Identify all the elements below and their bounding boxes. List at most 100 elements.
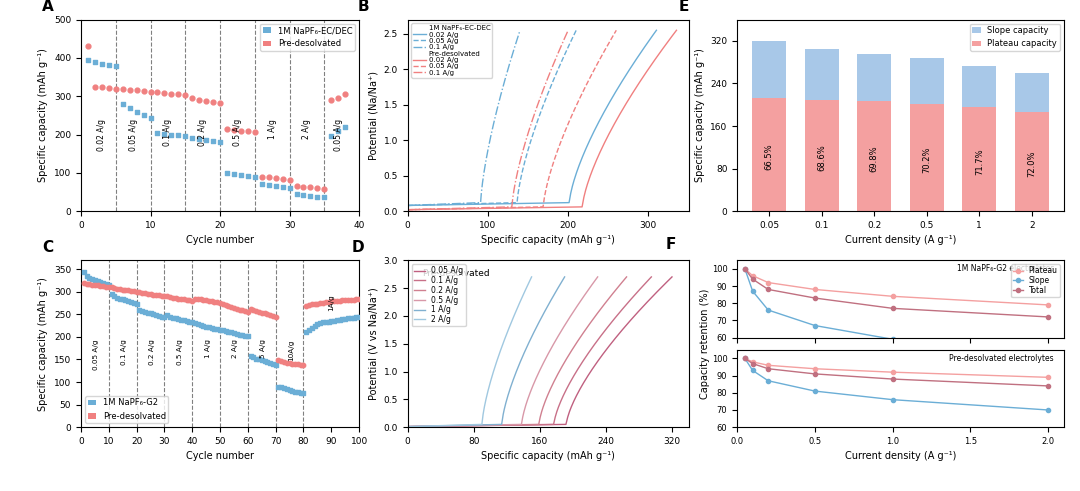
Text: 0.2 A/g: 0.2 A/g — [198, 119, 207, 146]
Point — [178, 296, 195, 304]
Point — [173, 316, 190, 324]
0.2 A/g — [402, 424, 415, 430]
Point — [274, 184, 292, 191]
Point — [170, 90, 187, 98]
Point — [232, 127, 249, 135]
Point — [289, 360, 307, 368]
Point — [334, 297, 351, 304]
Point — [247, 355, 265, 362]
Point — [106, 293, 123, 300]
Point — [348, 296, 365, 303]
Point — [167, 314, 185, 322]
Point — [184, 135, 201, 142]
Line: 0.5 A/g: 0.5 A/g — [408, 277, 597, 427]
Point — [89, 281, 106, 289]
Point — [148, 291, 165, 299]
Point — [318, 318, 335, 326]
Point — [329, 94, 347, 102]
1 A/g — [402, 424, 415, 430]
Point — [76, 268, 93, 275]
Point — [337, 315, 354, 323]
1 A/g — [495, 421, 508, 427]
0.05 A/g — [640, 299, 653, 305]
Bar — [805, 100, 839, 211]
Point — [320, 318, 337, 326]
Point — [83, 275, 100, 283]
Point — [111, 295, 129, 302]
Point — [198, 297, 215, 304]
Point — [180, 318, 198, 326]
0.5 A/g — [562, 318, 575, 324]
Point — [187, 295, 204, 302]
Point — [342, 296, 360, 304]
Point — [222, 303, 240, 311]
Point — [184, 319, 201, 327]
Text: 0.05 A/g: 0.05 A/g — [129, 119, 137, 151]
Point — [114, 296, 132, 303]
Point — [303, 324, 321, 332]
Point — [189, 295, 206, 303]
Point — [323, 298, 340, 305]
Point — [311, 299, 328, 307]
2 A/g — [477, 409, 490, 414]
Text: 0.05 A/g: 0.05 A/g — [334, 119, 342, 151]
Point — [281, 386, 298, 394]
Point — [339, 315, 356, 323]
Point — [97, 280, 114, 288]
0.5 A/g — [402, 424, 415, 430]
0.05 A/g — [402, 424, 415, 430]
Point — [76, 279, 93, 287]
Point — [272, 357, 289, 365]
0.05 A/g — [624, 318, 637, 324]
Point — [114, 100, 132, 108]
Point — [246, 173, 264, 181]
Text: Pre-desolvated: Pre-desolvated — [421, 269, 489, 277]
Point — [281, 359, 298, 367]
Point — [212, 99, 229, 107]
Point — [141, 309, 159, 317]
Point — [81, 274, 98, 282]
Point — [170, 132, 187, 139]
Point — [135, 87, 152, 95]
2 A/g — [525, 274, 538, 280]
Point — [284, 387, 301, 395]
Point — [311, 320, 328, 327]
Point — [345, 314, 362, 322]
Point — [298, 328, 315, 336]
Point — [108, 294, 125, 301]
0.05 A/g — [557, 421, 570, 427]
Point — [275, 384, 293, 392]
Text: 72.0%: 72.0% — [1027, 150, 1037, 177]
Point — [150, 312, 167, 320]
Point — [239, 128, 257, 136]
Point — [103, 283, 120, 291]
Text: F: F — [665, 238, 676, 252]
Line: 2 A/g: 2 A/g — [408, 277, 531, 427]
Point — [114, 286, 132, 294]
Point — [192, 296, 210, 303]
Bar — [909, 58, 944, 104]
Y-axis label: Specific capacity (mAh g⁻¹): Specific capacity (mAh g⁻¹) — [39, 49, 49, 182]
Point — [180, 297, 198, 304]
0.1 A/g — [607, 318, 620, 324]
Point — [189, 320, 206, 328]
Point — [159, 311, 176, 319]
Text: 0.1 A/g: 0.1 A/g — [121, 339, 127, 365]
X-axis label: Current density (A g⁻¹): Current density (A g⁻¹) — [845, 451, 956, 462]
Y-axis label: Potential (Na/Na⁺): Potential (Na/Na⁺) — [368, 71, 378, 160]
Point — [218, 169, 235, 177]
Point — [178, 317, 195, 325]
Point — [164, 294, 181, 301]
Line: 1 A/g: 1 A/g — [408, 277, 565, 427]
Point — [134, 307, 151, 315]
Point — [217, 327, 234, 335]
Point — [329, 127, 347, 135]
Point — [259, 310, 276, 318]
Text: 0.1 A/g: 0.1 A/g — [163, 119, 173, 146]
Point — [239, 332, 257, 340]
X-axis label: Specific capacity (mAh g⁻¹): Specific capacity (mAh g⁻¹) — [482, 451, 615, 462]
Point — [267, 174, 284, 182]
Point — [175, 316, 192, 324]
Point — [233, 306, 251, 314]
Point — [192, 321, 210, 329]
